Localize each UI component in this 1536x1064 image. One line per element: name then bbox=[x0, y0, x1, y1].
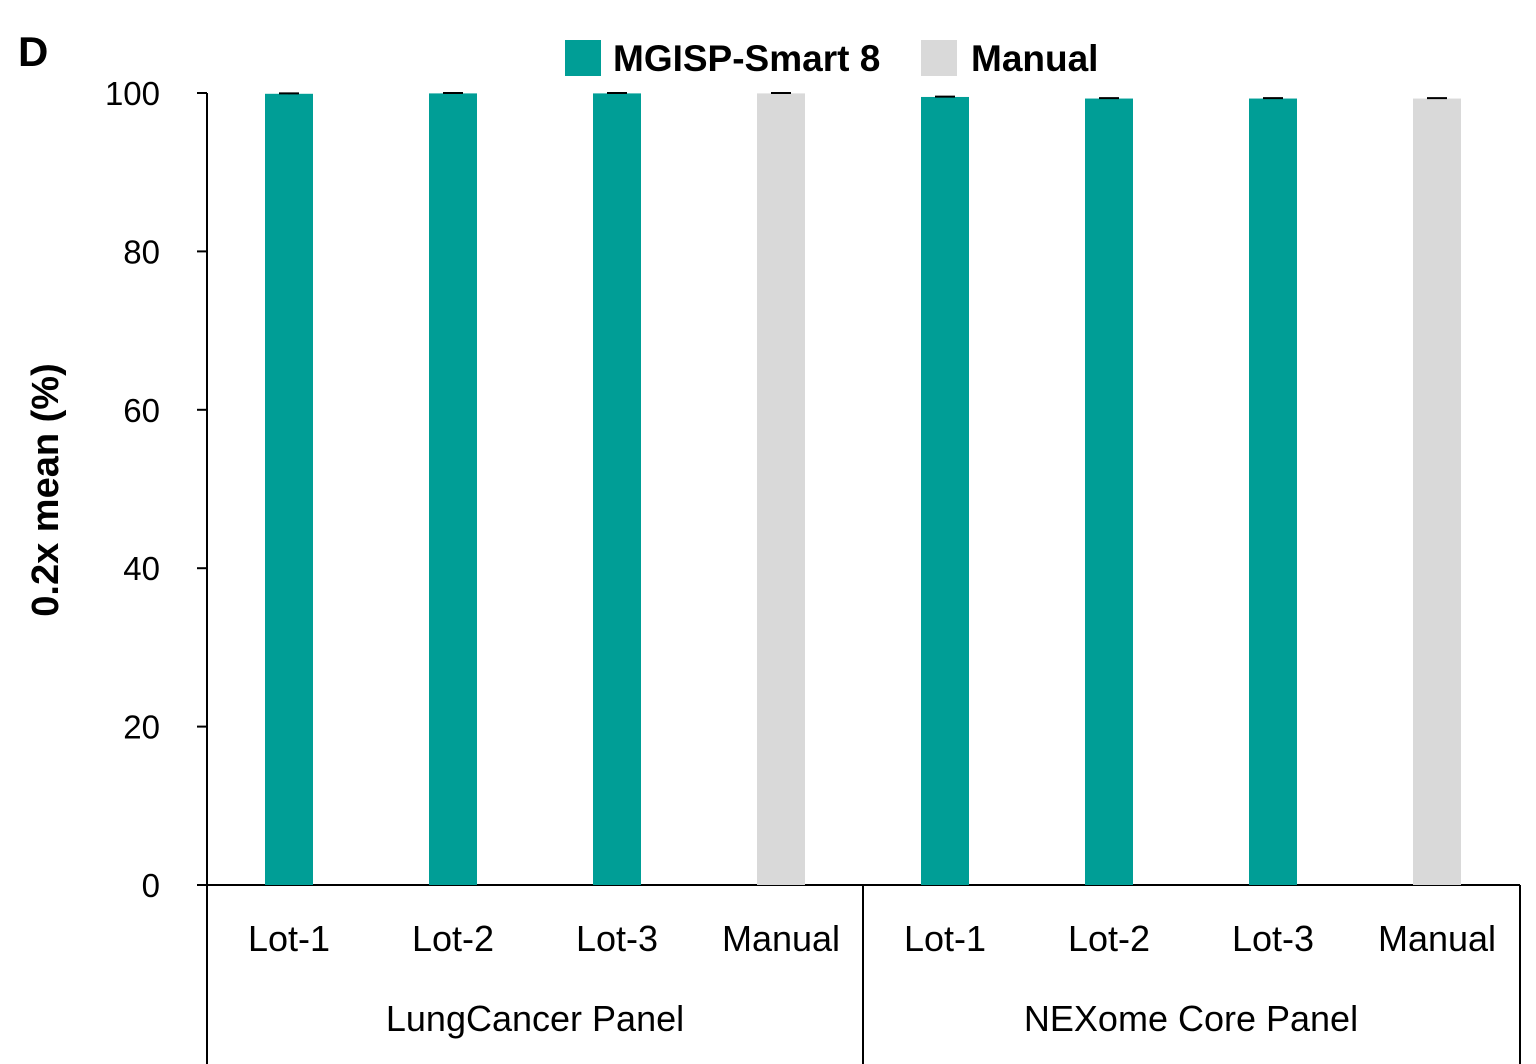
y-tick-label: 40 bbox=[123, 550, 160, 587]
x-tick-label: Lot-1 bbox=[248, 918, 330, 959]
bar-lot-2-group-2 bbox=[1085, 98, 1133, 885]
y-axis-label: 0.2x mean (%) bbox=[25, 363, 67, 616]
x-tick-label: Manual bbox=[1378, 918, 1496, 959]
legend-swatch-2 bbox=[921, 40, 957, 76]
x-tick-label: Manual bbox=[722, 918, 840, 959]
bars bbox=[265, 92, 1461, 886]
bar-manual-group-2 bbox=[1413, 98, 1461, 885]
bar-lot-1-group-2 bbox=[921, 96, 969, 885]
y-tick-label: 60 bbox=[123, 392, 160, 429]
x-tick-label: Lot-2 bbox=[1068, 918, 1150, 959]
x-tick-label: Lot-3 bbox=[576, 918, 658, 959]
group-label-1: LungCancer Panel bbox=[386, 998, 684, 1039]
bar-lot-1-group-1 bbox=[265, 93, 313, 886]
legend-label-2: Manual bbox=[971, 38, 1098, 79]
x-axis: Lot-1 Lot-2 Lot-3 Manual LungCancer Panel Lot… bbox=[207, 884, 1521, 1064]
legend-label-1: MGISP-Smart 8 bbox=[613, 38, 880, 79]
y-tick-label: 0 bbox=[142, 867, 160, 904]
bar-lot-3-group-1 bbox=[593, 93, 641, 885]
legend-swatch-1 bbox=[565, 40, 601, 76]
bar-lot-2-group-1 bbox=[429, 93, 477, 885]
y-axis: 0 20 40 60 80 100 bbox=[105, 75, 208, 1064]
panel-label: D bbox=[18, 28, 48, 75]
x-tick-label: Lot-2 bbox=[412, 918, 494, 959]
bar-manual-group-1 bbox=[757, 93, 805, 885]
legend: MGISP-Smart 8 Manual bbox=[565, 38, 1098, 79]
y-tick-label: 80 bbox=[123, 233, 160, 270]
x-tick-label: Lot-1 bbox=[904, 918, 986, 959]
y-tick-label: 20 bbox=[123, 709, 160, 746]
x-tick-label: Lot-3 bbox=[1232, 918, 1314, 959]
bar-lot-3-group-2 bbox=[1249, 98, 1297, 885]
group-label-2: NEXome Core Panel bbox=[1024, 998, 1358, 1039]
y-tick-label: 100 bbox=[105, 75, 160, 112]
